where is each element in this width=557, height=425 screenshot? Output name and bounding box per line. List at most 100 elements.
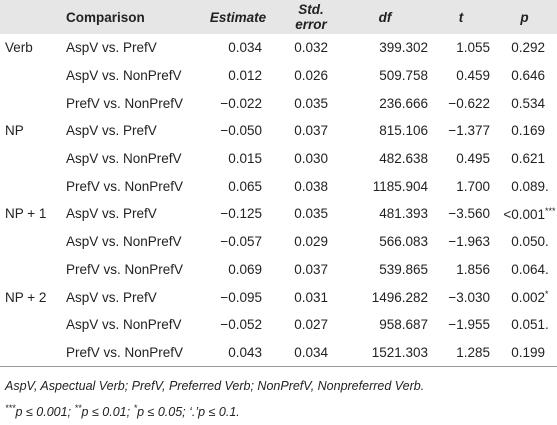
- numeric-cell: 0.459: [456, 68, 490, 84]
- table-row: AspV vs. NonPrefV −0.052 0.027 958.687 −1.95…: [0, 311, 557, 339]
- numeric-cell: −0.125: [220, 206, 262, 222]
- header-cell: [0, 0, 62, 34]
- footnotes: AspV, Aspectual Verb; PrefV, Preferred V…: [0, 367, 557, 423]
- numeric-cell: 0.069: [228, 261, 262, 277]
- p-cell: 0.199: [492, 338, 557, 367]
- table-row: AspV vs. NonPrefV −0.057 0.029 566.083 −1.96…: [0, 228, 557, 256]
- table-row: AspV vs. NonPrefV 0.012 0.026 509.758 0.459 0…: [0, 62, 557, 90]
- numeric-cell: −0.057: [220, 234, 262, 250]
- p-value: <0.001: [503, 207, 545, 223]
- table-row: Verb AspV vs. PrefV 0.034 0.032 399.302 1.055…: [0, 34, 557, 62]
- numeric-cell: 236.666: [379, 95, 428, 111]
- significance-mark: **: [74, 402, 82, 413]
- comparison-cell: PrefV vs. NonPrefV: [66, 95, 184, 111]
- comparison-cell: AspV vs. PrefV: [66, 40, 157, 56]
- numeric-cell: 0.031: [294, 289, 328, 305]
- numeric-cell: 0.035: [294, 206, 328, 222]
- comparison-cell: AspV vs. PrefV: [66, 123, 157, 139]
- header-cell: p: [520, 9, 529, 25]
- p-cell: 0.646: [492, 62, 557, 90]
- numeric-cell: −3.030: [448, 289, 490, 305]
- p-cell: <0.001***: [492, 200, 557, 228]
- numeric-cell: 0.012: [228, 68, 262, 84]
- header-cell: Std. error: [295, 2, 327, 32]
- group-label: [0, 256, 62, 284]
- p-cell: 0.051.: [492, 311, 557, 339]
- numeric-cell: 482.638: [379, 151, 428, 167]
- table-row: AspV vs. NonPrefV 0.015 0.030 482.638 0.495 0…: [0, 145, 557, 173]
- significance-text: p ≤ 0.01;: [81, 404, 134, 419]
- numeric-cell: 0.037: [294, 123, 328, 139]
- numeric-cell: 958.687: [379, 317, 428, 333]
- table-body: Verb AspV vs. PrefV 0.034 0.032 399.302 1.055…: [0, 34, 557, 367]
- numeric-cell: 1.055: [456, 40, 490, 56]
- p-significance: *: [545, 288, 549, 299]
- group-label: NP: [5, 123, 24, 139]
- numeric-cell: −3.560: [448, 206, 490, 222]
- numeric-cell: 1521.303: [340, 338, 430, 367]
- p-cell: 0.534: [492, 89, 557, 117]
- numeric-cell: 1496.282: [371, 289, 428, 305]
- numeric-cell: 0.495: [456, 151, 490, 167]
- p-suffix: .: [545, 261, 549, 277]
- p-value: 0.169: [511, 123, 545, 139]
- table-row: PrefV vs. NonPrefV −0.022 0.035 236.666 −0.6…: [0, 89, 557, 117]
- comparison-cell: PrefV vs. NonPrefV: [62, 338, 208, 367]
- significance-text: p ≤ 0.1.: [198, 404, 240, 419]
- p-suffix: .: [545, 234, 549, 250]
- numeric-cell: −0.052: [220, 317, 262, 333]
- p-value: 0.064: [511, 261, 545, 277]
- group-label: [0, 62, 62, 90]
- group-label: [0, 228, 62, 256]
- p-cell: 0.064.: [492, 256, 557, 284]
- comparison-cell: AspV vs. PrefV: [66, 206, 157, 222]
- comparison-cell: AspV vs. PrefV: [66, 289, 157, 305]
- numeric-cell: 399.302: [379, 40, 428, 56]
- p-value: 0.002: [511, 290, 545, 306]
- significance-mark: *: [133, 402, 138, 413]
- header-cell: Comparison: [66, 9, 145, 25]
- numeric-cell: 0.027: [294, 317, 328, 333]
- p-significance: ***: [545, 205, 556, 216]
- group-label: NP + 2: [5, 289, 47, 305]
- group-label: [0, 145, 62, 173]
- numeric-cell: −0.095: [220, 289, 262, 305]
- p-cell: 0.089.: [492, 172, 557, 200]
- numeric-cell: 0.015: [228, 151, 262, 167]
- header-row: Comparison Estimate Std. error df t p: [0, 0, 557, 34]
- numeric-cell: 1.285: [430, 338, 492, 367]
- p-value: 0.292: [511, 40, 545, 56]
- p-value: 0.089: [511, 178, 545, 194]
- numeric-cell: 1.700: [456, 178, 490, 194]
- numeric-cell: 0.034: [228, 40, 262, 56]
- numeric-cell: 0.034: [268, 338, 340, 367]
- numeric-cell: 509.758: [379, 68, 428, 84]
- group-label: [0, 338, 62, 367]
- p-value: 0.051: [511, 317, 545, 333]
- group-label: Verb: [5, 40, 33, 56]
- significance-text: p ≤ 0.001;: [15, 404, 75, 419]
- numeric-cell: 566.083: [379, 234, 428, 250]
- comparison-cell: AspV vs. NonPrefV: [66, 234, 182, 250]
- comparison-cell: AspV vs. NonPrefV: [66, 317, 182, 333]
- comparison-cell: PrefV vs. NonPrefV: [66, 178, 184, 194]
- p-value: 0.199: [511, 344, 545, 360]
- group-label: NP + 1: [5, 206, 47, 222]
- numeric-cell: 0.035: [294, 95, 328, 111]
- numeric-cell: 0.065: [228, 178, 262, 194]
- numeric-cell: 1185.904: [372, 178, 428, 194]
- significance-mark: ***: [5, 402, 16, 413]
- header-cell: Estimate: [209, 9, 267, 25]
- table-row: NP + 2 AspV vs. PrefV −0.095 0.031 1496.282 −…: [0, 283, 557, 311]
- p-cell: 0.292: [492, 34, 557, 62]
- p-suffix: .: [545, 178, 549, 194]
- numeric-cell: −1.377: [448, 123, 490, 139]
- abbreviation-note: AspV, Aspectual Verb; PrefV, Preferred V…: [5, 378, 425, 393]
- numeric-cell: 815.106: [379, 123, 428, 139]
- group-label: [0, 172, 62, 200]
- numeric-cell: −0.050: [220, 123, 262, 139]
- comparison-cell: PrefV vs. NonPrefV: [66, 261, 184, 277]
- numeric-cell: 539.865: [379, 261, 428, 277]
- comparison-cell: AspV vs. NonPrefV: [66, 151, 182, 167]
- header-cell: t: [458, 9, 464, 25]
